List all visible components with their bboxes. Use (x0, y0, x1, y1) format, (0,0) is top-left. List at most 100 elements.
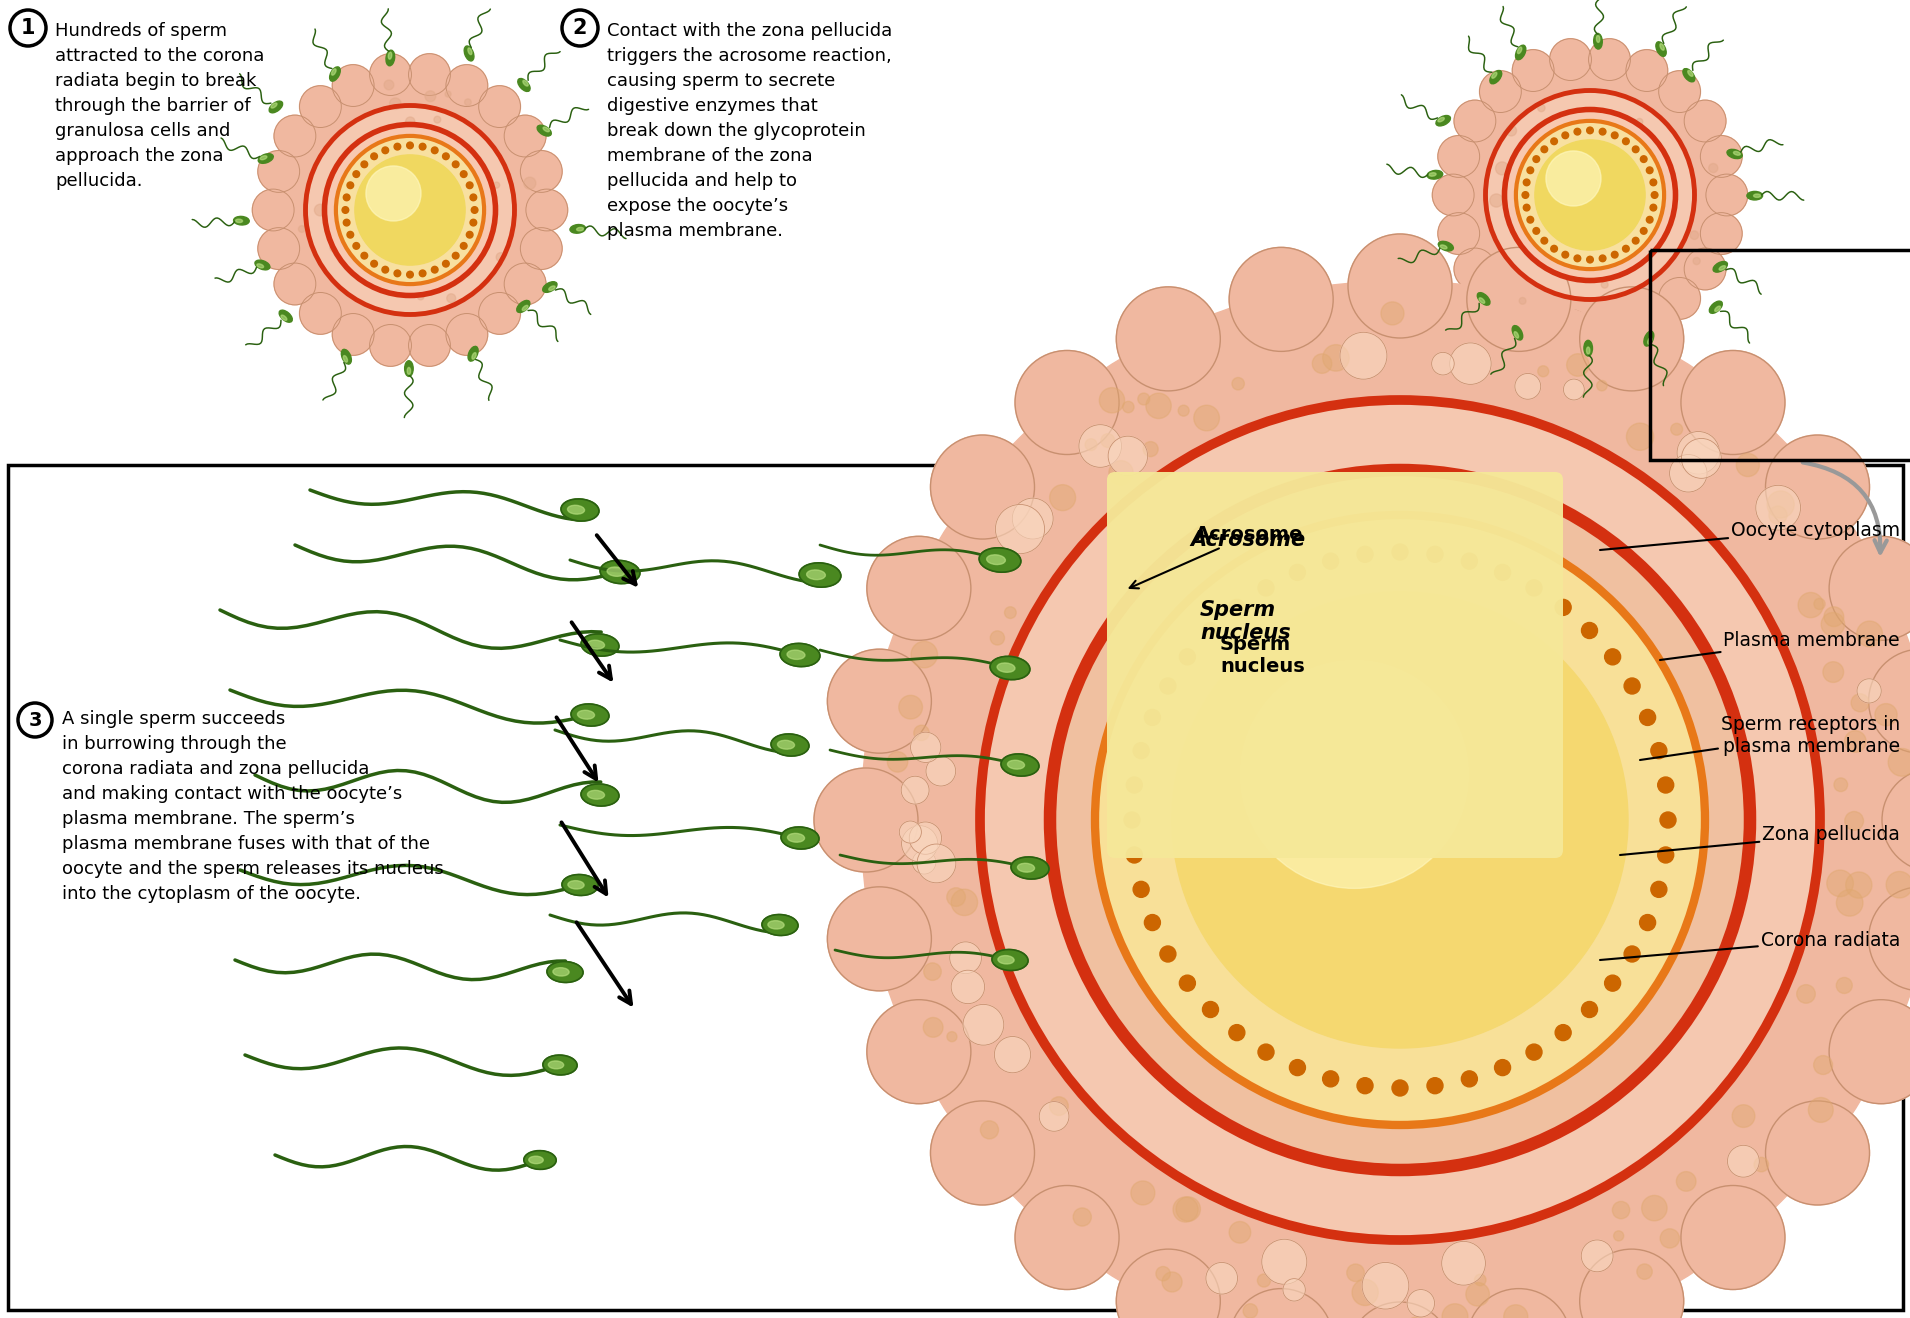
Circle shape (479, 86, 521, 128)
Circle shape (1690, 231, 1698, 240)
Circle shape (930, 1101, 1035, 1205)
Ellipse shape (254, 260, 269, 270)
Ellipse shape (588, 791, 605, 799)
Circle shape (344, 219, 350, 225)
Circle shape (930, 435, 1035, 539)
Circle shape (1593, 233, 1604, 245)
Ellipse shape (521, 306, 527, 311)
Circle shape (1161, 1272, 1182, 1292)
Circle shape (1709, 163, 1717, 173)
Circle shape (924, 963, 942, 981)
Ellipse shape (548, 1061, 563, 1069)
Ellipse shape (607, 567, 625, 576)
Circle shape (445, 91, 451, 98)
Circle shape (1767, 490, 1793, 518)
Circle shape (1079, 424, 1121, 468)
Ellipse shape (388, 53, 392, 59)
Circle shape (407, 272, 413, 278)
Circle shape (258, 150, 300, 192)
Circle shape (1133, 742, 1150, 759)
Circle shape (392, 206, 399, 214)
Circle shape (1589, 203, 1599, 214)
Ellipse shape (588, 641, 605, 648)
Circle shape (1706, 174, 1748, 216)
Text: 3: 3 (29, 710, 42, 729)
Text: Contact with the zona pellucida
triggers the acrosome reaction,
causing sperm to: Contact with the zona pellucida triggers… (607, 22, 892, 240)
Ellipse shape (762, 915, 798, 936)
Circle shape (1612, 1202, 1629, 1219)
Circle shape (1769, 506, 1788, 525)
Circle shape (413, 202, 422, 212)
Circle shape (1427, 1078, 1442, 1094)
Circle shape (1480, 278, 1522, 319)
Circle shape (1381, 302, 1404, 326)
Circle shape (1599, 256, 1606, 262)
Ellipse shape (772, 734, 810, 757)
Circle shape (1765, 1101, 1870, 1205)
Circle shape (1633, 146, 1639, 153)
Circle shape (407, 142, 413, 149)
Text: Sperm
nucleus: Sperm nucleus (1199, 600, 1291, 643)
Circle shape (10, 11, 46, 46)
Circle shape (1562, 132, 1568, 138)
Circle shape (1566, 353, 1589, 376)
Circle shape (1108, 436, 1148, 476)
Circle shape (351, 236, 363, 246)
Circle shape (434, 178, 443, 187)
Circle shape (1505, 125, 1517, 136)
Circle shape (1624, 245, 1629, 252)
Circle shape (1658, 278, 1700, 319)
Circle shape (1639, 915, 1656, 931)
Circle shape (1677, 431, 1719, 474)
Circle shape (1427, 546, 1442, 563)
Circle shape (1612, 132, 1618, 138)
Circle shape (1836, 978, 1853, 994)
Circle shape (1681, 351, 1786, 455)
Circle shape (252, 188, 294, 231)
Circle shape (1581, 622, 1597, 638)
Circle shape (1583, 182, 1593, 190)
Ellipse shape (1709, 301, 1723, 314)
Circle shape (393, 270, 401, 277)
Text: 2: 2 (573, 18, 586, 38)
Circle shape (1513, 299, 1555, 340)
Circle shape (1551, 245, 1557, 252)
Circle shape (332, 65, 374, 107)
Circle shape (1889, 749, 1910, 776)
Circle shape (1203, 1002, 1219, 1017)
Circle shape (1050, 485, 1075, 510)
Circle shape (1650, 179, 1656, 186)
Circle shape (1138, 393, 1150, 405)
Circle shape (1583, 243, 1595, 253)
Circle shape (1461, 554, 1476, 569)
Circle shape (1639, 709, 1656, 725)
Circle shape (1312, 353, 1331, 373)
Circle shape (1620, 190, 1631, 200)
Circle shape (1522, 191, 1528, 198)
Circle shape (1156, 1267, 1171, 1281)
Circle shape (353, 211, 367, 223)
Circle shape (1438, 212, 1480, 254)
Circle shape (353, 243, 359, 249)
Circle shape (1520, 146, 1534, 159)
Circle shape (1616, 173, 1625, 182)
Circle shape (1618, 208, 1629, 219)
Ellipse shape (330, 67, 340, 82)
Circle shape (980, 399, 1820, 1240)
Circle shape (344, 194, 350, 200)
Circle shape (361, 252, 367, 260)
Circle shape (1650, 204, 1656, 211)
Circle shape (1868, 650, 1910, 753)
Ellipse shape (407, 368, 411, 374)
Circle shape (1641, 156, 1646, 162)
Circle shape (1589, 38, 1631, 80)
Circle shape (1753, 1157, 1769, 1172)
Ellipse shape (1688, 70, 1692, 76)
Circle shape (388, 245, 393, 252)
Circle shape (947, 888, 965, 907)
Circle shape (1442, 1242, 1486, 1285)
Circle shape (332, 314, 374, 356)
Circle shape (1625, 299, 1667, 340)
Circle shape (562, 11, 598, 46)
Ellipse shape (569, 224, 586, 233)
